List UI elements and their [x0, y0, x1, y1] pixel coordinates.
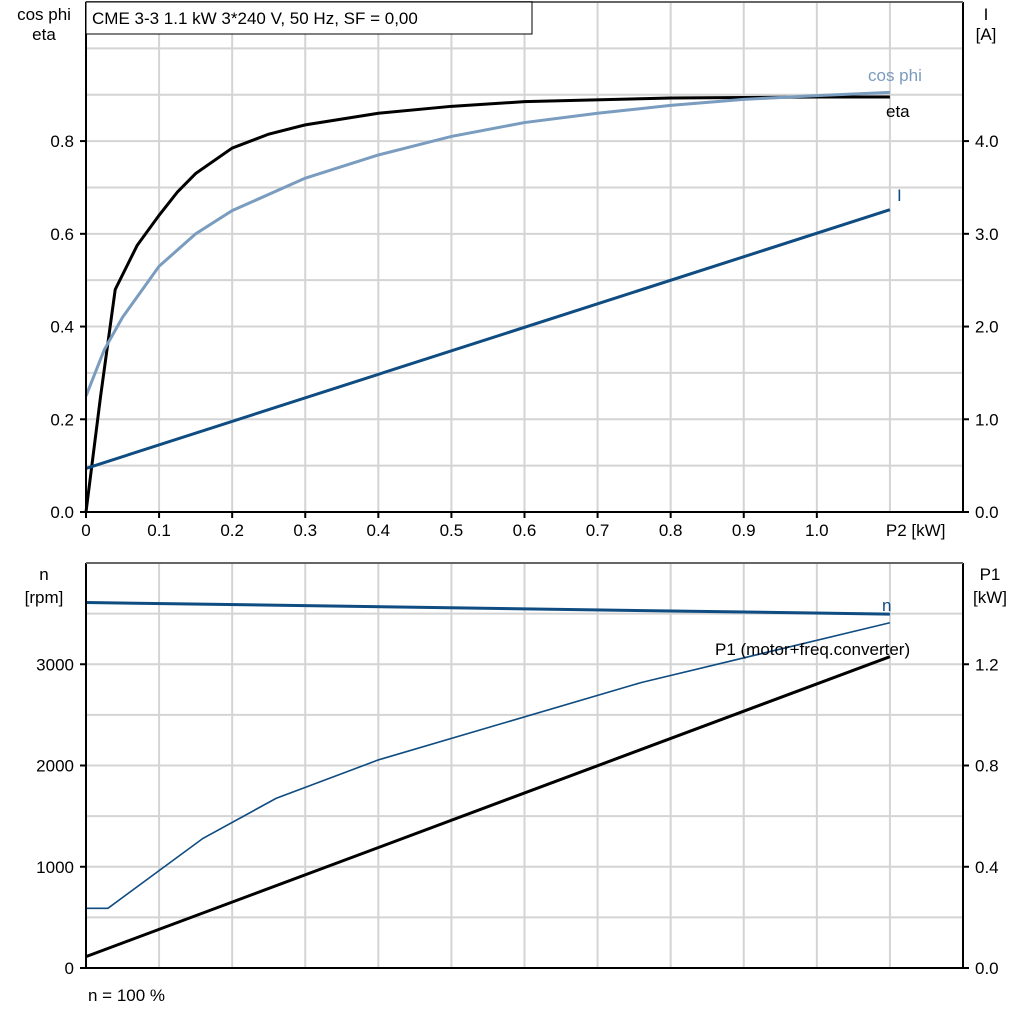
y2-tick-label: 0.8 — [975, 757, 999, 776]
x-tick-label: 0.1 — [147, 521, 171, 540]
x-axis-label: P2 [kW] — [886, 521, 946, 540]
series-label-cos-phi: cos phi — [868, 66, 922, 85]
series-line-cos-phi — [84, 90, 890, 397]
x-tick-label: 0.7 — [586, 521, 610, 540]
y2-tick-label: 2.0 — [975, 318, 999, 337]
series-line-eta — [84, 95, 890, 513]
series-label-p1: P1 (motor+freq.converter) — [715, 640, 910, 659]
y-tick-label: 3000 — [36, 655, 74, 674]
y2-tick-label: 1.2 — [975, 655, 999, 674]
y2-tick-label: 3.0 — [975, 225, 999, 244]
y2-axis-label: P1 — [980, 565, 1001, 584]
y-tick-label: 0.0 — [50, 503, 74, 522]
series-label-n: n — [882, 596, 891, 615]
y2-tick-label: 1.0 — [975, 410, 999, 429]
y-axis-label: cos phi — [17, 5, 71, 24]
y-tick-label: 0.8 — [50, 132, 74, 151]
efficiency-panel: 0.0 0.2 0.4 0.6 0.8 0.0 1.0 2.0 3.0 4.0 0 0.1 0.2 0.3… — [17, 1, 999, 540]
x-tick-label: 0.3 — [293, 521, 317, 540]
series-line-i — [85, 208, 891, 470]
title-box — [85, 1, 533, 35]
series-line-p1-motor-freq-converter- — [85, 655, 891, 959]
y2-tick-label: 0.4 — [975, 858, 999, 877]
x-tick-label: 0 — [81, 521, 90, 540]
chart-title: CME 3-3 1.1 kW 3*240 V, 50 Hz, SF = 0,00 — [92, 9, 418, 28]
y2-tick-label: 0.0 — [975, 503, 999, 522]
speed-power-panel: 0 1000 2000 3000 0.0 0.4 0.8 1.2 n [rpm] P1 [kW] n P1… — [25, 562, 1007, 1005]
y-tick-label: 0 — [65, 959, 74, 978]
y-axis-label: n — [39, 565, 48, 584]
series-line-lower-bound — [86, 621, 891, 910]
y2-axis-label: [A] — [976, 25, 997, 44]
x-tick-label: 0.5 — [440, 521, 464, 540]
y-axis-label: [rpm] — [25, 588, 64, 607]
series-label-i: I — [897, 186, 902, 205]
series-line-n — [85, 600, 890, 616]
x-tick-label: 1.0 — [805, 521, 829, 540]
series-label-eta: eta — [886, 102, 910, 121]
y-tick-label: 2000 — [36, 757, 74, 776]
x-tick-label: 0.9 — [732, 521, 756, 540]
y2-axis-label: [kW] — [973, 588, 1007, 607]
y2-tick-label: 4.0 — [975, 132, 999, 151]
x-tick-label: 0.6 — [513, 521, 537, 540]
y2-axis-label: I — [984, 5, 989, 24]
x-tick-label: 0.4 — [367, 521, 391, 540]
x-tick-label: 0.8 — [659, 521, 683, 540]
y-tick-label: 0.6 — [50, 225, 74, 244]
x-tick-label: 0.2 — [220, 521, 244, 540]
y-axis-label: eta — [32, 25, 56, 44]
y2-tick-label: 0.0 — [975, 959, 999, 978]
y-tick-label: 0.2 — [50, 410, 74, 429]
y-tick-label: 1000 — [36, 858, 74, 877]
footnote: n = 100 % — [88, 986, 165, 1005]
y-tick-label: 0.4 — [50, 318, 74, 337]
